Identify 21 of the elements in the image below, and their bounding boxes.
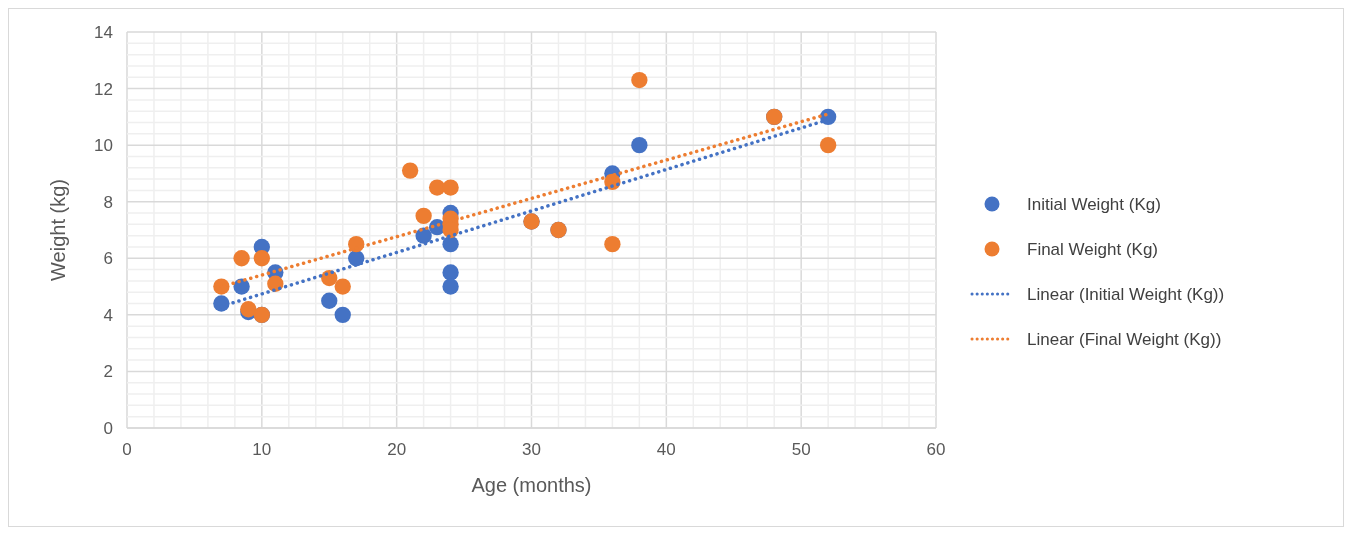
x-tick-label: 0 xyxy=(122,440,132,459)
y-tick-label: 2 xyxy=(103,362,113,382)
x-axis-title: Age (months) xyxy=(471,474,592,496)
legend-label: Initial Weight (Kg) xyxy=(1027,195,1161,214)
y-tick-label: 4 xyxy=(103,305,113,325)
y-tick-label: 12 xyxy=(94,79,113,99)
x-tick-label: 50 xyxy=(791,440,811,459)
x-tick-label: 30 xyxy=(522,440,541,459)
x-tick-label: 10 xyxy=(252,440,272,459)
legend-label: Linear (Final Weight (Kg)) xyxy=(1027,330,1222,349)
y-tick-label: 14 xyxy=(94,23,113,42)
x-tick-label: 20 xyxy=(387,440,407,459)
y-tick-label: 6 xyxy=(103,249,113,269)
x-tick-label: 60 xyxy=(926,440,946,459)
y-tick-label: 8 xyxy=(103,192,113,212)
legend-label: Final Weight (Kg) xyxy=(1027,240,1159,259)
y-tick-label: 0 xyxy=(103,419,113,438)
legend-label: Linear (Initial Weight (Kg)) xyxy=(1027,285,1225,304)
y-tick-label: 10 xyxy=(94,136,113,156)
x-tick-label: 40 xyxy=(656,440,676,459)
y-axis-title: Weight (kg) xyxy=(47,179,69,281)
